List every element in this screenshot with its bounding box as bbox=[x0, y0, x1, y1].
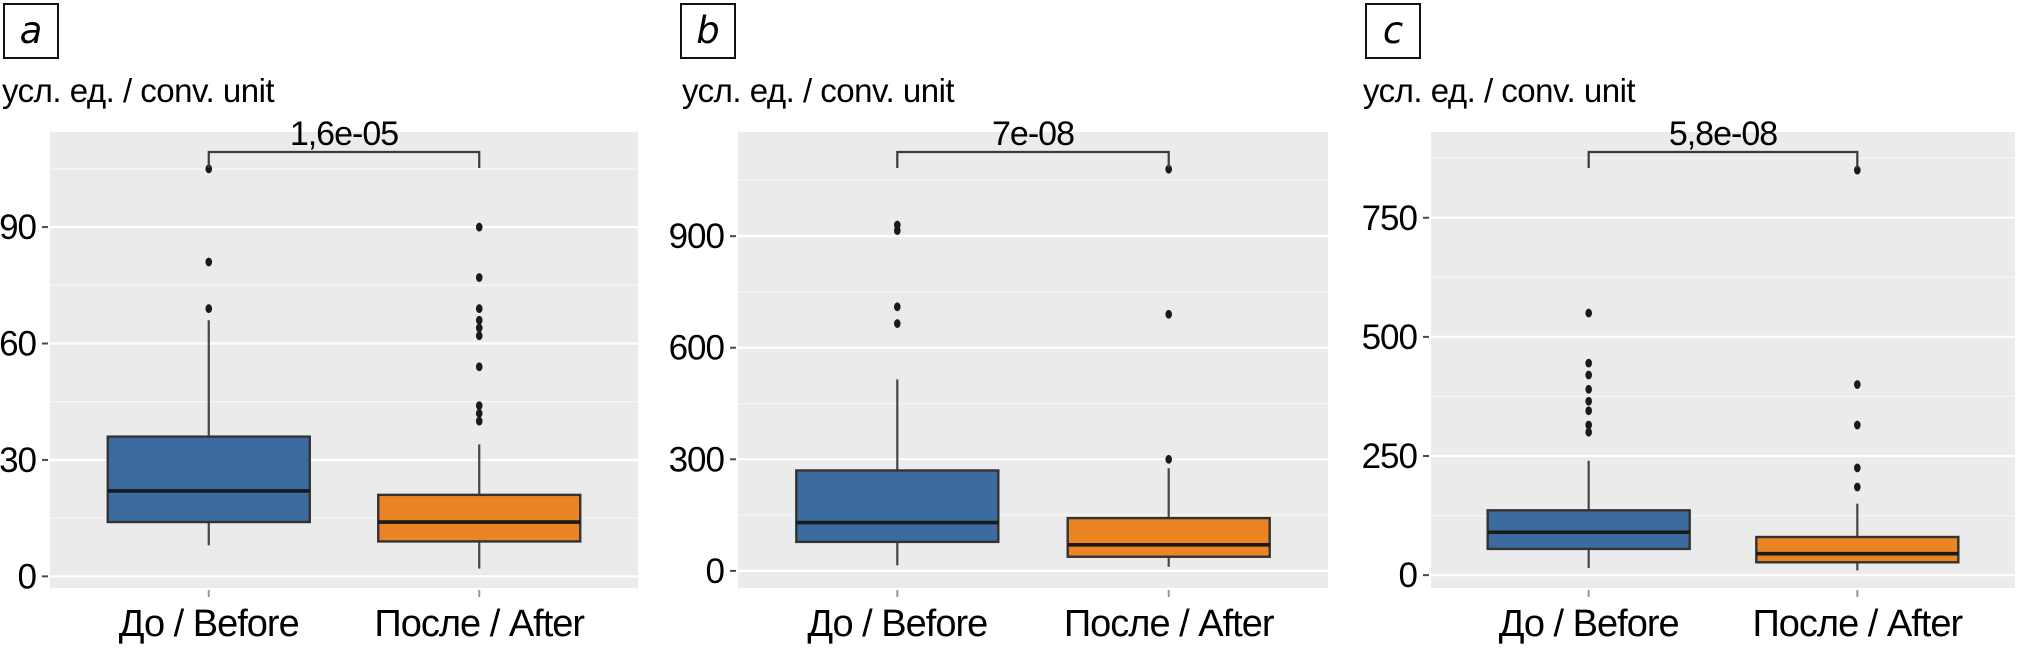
y-axis-title: усл. ед. / conv. unit bbox=[2, 72, 275, 109]
box-before bbox=[1486, 509, 1691, 551]
box-before bbox=[795, 469, 1000, 544]
outlier-dot bbox=[894, 319, 901, 328]
box-after bbox=[377, 493, 582, 543]
outlier-dot bbox=[475, 408, 483, 418]
y-axis-title: усл. ед. / conv. unit bbox=[1363, 72, 1636, 109]
outlier-dot bbox=[894, 220, 901, 230]
box-before bbox=[106, 435, 311, 524]
outlier-dot bbox=[1585, 308, 1592, 318]
outlier-dot bbox=[1585, 396, 1592, 406]
outlier-dot bbox=[1585, 384, 1592, 394]
y-tick-label: 90 bbox=[0, 208, 37, 247]
category-label: До / Before bbox=[119, 603, 299, 645]
y-tick-label: 900 bbox=[670, 217, 725, 256]
y-tick-label: 250 bbox=[1362, 437, 1418, 476]
outlier-dot bbox=[475, 401, 483, 410]
outlier-dot bbox=[1585, 370, 1592, 380]
boxplot-panel-c: c усл. ед. / conv. unit 0 250 500 750 До / B… bbox=[1345, 0, 2021, 650]
panel-label-box: b bbox=[680, 3, 736, 59]
outlier-dot bbox=[475, 323, 483, 333]
box-after bbox=[1755, 535, 1960, 564]
outlier-dot bbox=[1165, 164, 1172, 174]
y-axis-title: усл. ед. / conv. unit bbox=[682, 72, 955, 109]
outlier-dot bbox=[475, 304, 483, 313]
boxplot-chart: 0 300 600 900 До / Before После / After 7e-08 bbox=[670, 115, 1328, 645]
panel-letter: b bbox=[696, 9, 720, 52]
panel-letter: c bbox=[1382, 9, 1404, 52]
p-value-label: 5,8e-08 bbox=[1669, 115, 1777, 153]
outlier-dot bbox=[1165, 309, 1172, 319]
outlier-dot bbox=[1585, 358, 1592, 368]
outlier-dot bbox=[1854, 165, 1861, 175]
y-tick-label: 0 bbox=[706, 552, 725, 591]
outlier-dot bbox=[1585, 427, 1592, 437]
y-tick-label: 500 bbox=[1362, 318, 1418, 357]
category-label: После / After bbox=[1064, 603, 1275, 645]
significance-bracket bbox=[207, 150, 481, 168]
y-tick-label: 600 bbox=[670, 329, 725, 368]
outlier-dot bbox=[475, 222, 483, 232]
boxplot-chart: 0 250 500 750 До / Before После / After 5,8e-0… bbox=[1362, 115, 2015, 645]
outlier-dot bbox=[205, 304, 213, 313]
category-label: До / Before bbox=[1499, 603, 1679, 645]
outlier-dot bbox=[205, 164, 213, 174]
panel-label-box: a bbox=[3, 3, 59, 59]
outlier-dot bbox=[1585, 406, 1592, 416]
outlier-dot bbox=[1854, 420, 1861, 430]
outlier-dot bbox=[894, 302, 901, 312]
outlier-dot bbox=[1585, 420, 1592, 430]
p-value-label: 1,6e-05 bbox=[290, 115, 398, 153]
category-label: После / After bbox=[1752, 603, 1963, 645]
boxplot-panel-a: a усл. ед. / conv. unit 0 30 60 90 До / Befo… bbox=[0, 0, 670, 650]
outlier-dot bbox=[1165, 454, 1172, 464]
panel-letter: a bbox=[19, 9, 43, 52]
outlier-dot bbox=[1854, 463, 1861, 473]
y-tick-label: 30 bbox=[0, 441, 37, 480]
outlier-dot bbox=[475, 331, 483, 341]
outlier-dot bbox=[205, 257, 213, 267]
p-value-label: 7e-08 bbox=[992, 115, 1074, 153]
outlier-dot bbox=[475, 315, 483, 325]
category-label: До / Before bbox=[807, 603, 987, 645]
outlier-dot bbox=[475, 416, 483, 426]
y-tick-label: 750 bbox=[1362, 199, 1418, 238]
y-tick-label: 60 bbox=[0, 325, 37, 364]
outlier-dot bbox=[1854, 482, 1861, 492]
outlier-dot bbox=[1854, 380, 1861, 389]
outlier-dot bbox=[475, 273, 483, 282]
boxplot-chart: 0 30 60 90 До / Before После / After 1,6e-05 bbox=[0, 115, 638, 645]
box-after bbox=[1066, 516, 1271, 558]
category-label: После / After bbox=[374, 603, 585, 645]
significance-bracket bbox=[896, 150, 1170, 168]
y-tick-label: 0 bbox=[1399, 556, 1418, 595]
outlier-dot bbox=[475, 362, 483, 372]
y-tick-label: 0 bbox=[18, 557, 37, 596]
boxplot-panel-b: b усл. ед. / conv. unit 0 300 600 900 До / B… bbox=[670, 0, 1345, 650]
y-tick-label: 300 bbox=[670, 440, 725, 479]
panel-label-box: c bbox=[1365, 3, 1421, 59]
significance-bracket bbox=[1587, 150, 1859, 168]
